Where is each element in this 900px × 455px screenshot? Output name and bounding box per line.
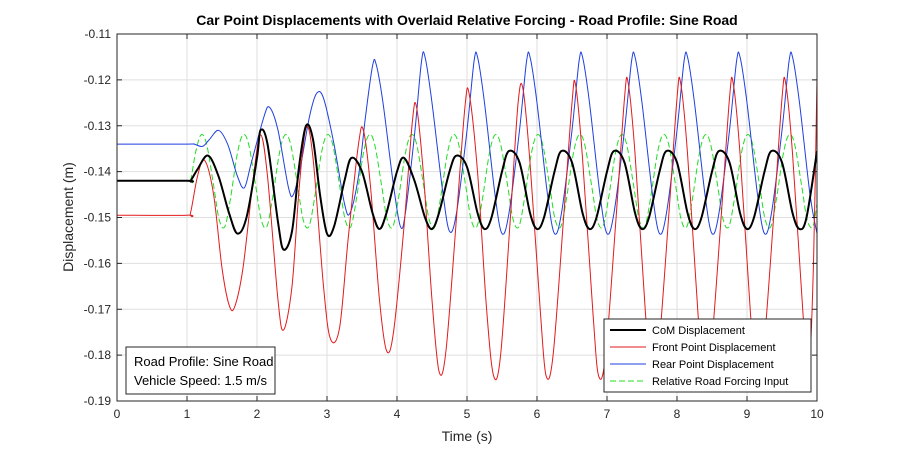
x-tick-label: 7 [604,407,611,421]
annotation-line-1: Road Profile: Sine Road [134,354,273,369]
y-tick-label: -0.17 [84,302,112,316]
y-axis-title: Displacement (m) [60,162,76,272]
legend-label: Rear Point Displacement [652,359,774,371]
x-tick-label: 0 [114,407,121,421]
series-line-front-point-displacement [117,76,817,381]
x-tick-label: 1 [184,407,191,421]
annotation-box: Road Profile: Sine Road Vehicle Speed: 1… [125,346,276,395]
y-tick-label: -0.13 [84,119,112,133]
x-tick-label: 8 [674,407,681,421]
x-tick-label: 4 [394,407,401,421]
x-tick-label: 3 [324,407,331,421]
x-tick-label: 10 [810,407,824,421]
y-tick-label: -0.11 [85,27,112,41]
x-tick-label: 6 [534,407,541,421]
legend-label: Relative Road Forcing Input [652,376,788,388]
annotation-line-2: Vehicle Speed: 1.5 m/s [134,373,267,388]
y-tick-label: -0.18 [84,348,112,362]
x-axis-title: Time (s) [442,428,493,444]
series-lines [117,51,817,381]
y-tick-label: -0.12 [84,73,112,87]
chart-title: Car Point Displacements with Overlaid Re… [196,12,737,28]
x-tick-label: 5 [464,407,471,421]
axis-ticks: 0 1 2 3 4 5 6 7 8 9 10 -0.19 -0.18 -0.17 -0.16 -0.15 -0.… [84,27,824,421]
y-tick-label: -0.16 [84,256,112,270]
series-line-relative-road-forcing-input [117,134,817,229]
y-tick-label: -0.15 [84,211,112,225]
x-tick-label: 2 [254,407,261,421]
y-tick-label: -0.14 [84,165,112,179]
y-tick-label: -0.19 [84,394,112,408]
legend: CoM Displacement Front Point Displacement… [603,318,812,393]
x-tick-label: 9 [744,407,751,421]
legend-label: CoM Displacement [652,325,745,337]
annotation-frame [125,346,276,395]
series-line-com-displacement [117,123,817,251]
legend-label: Front Point Displacement [652,342,776,354]
legend-frame [603,318,812,393]
